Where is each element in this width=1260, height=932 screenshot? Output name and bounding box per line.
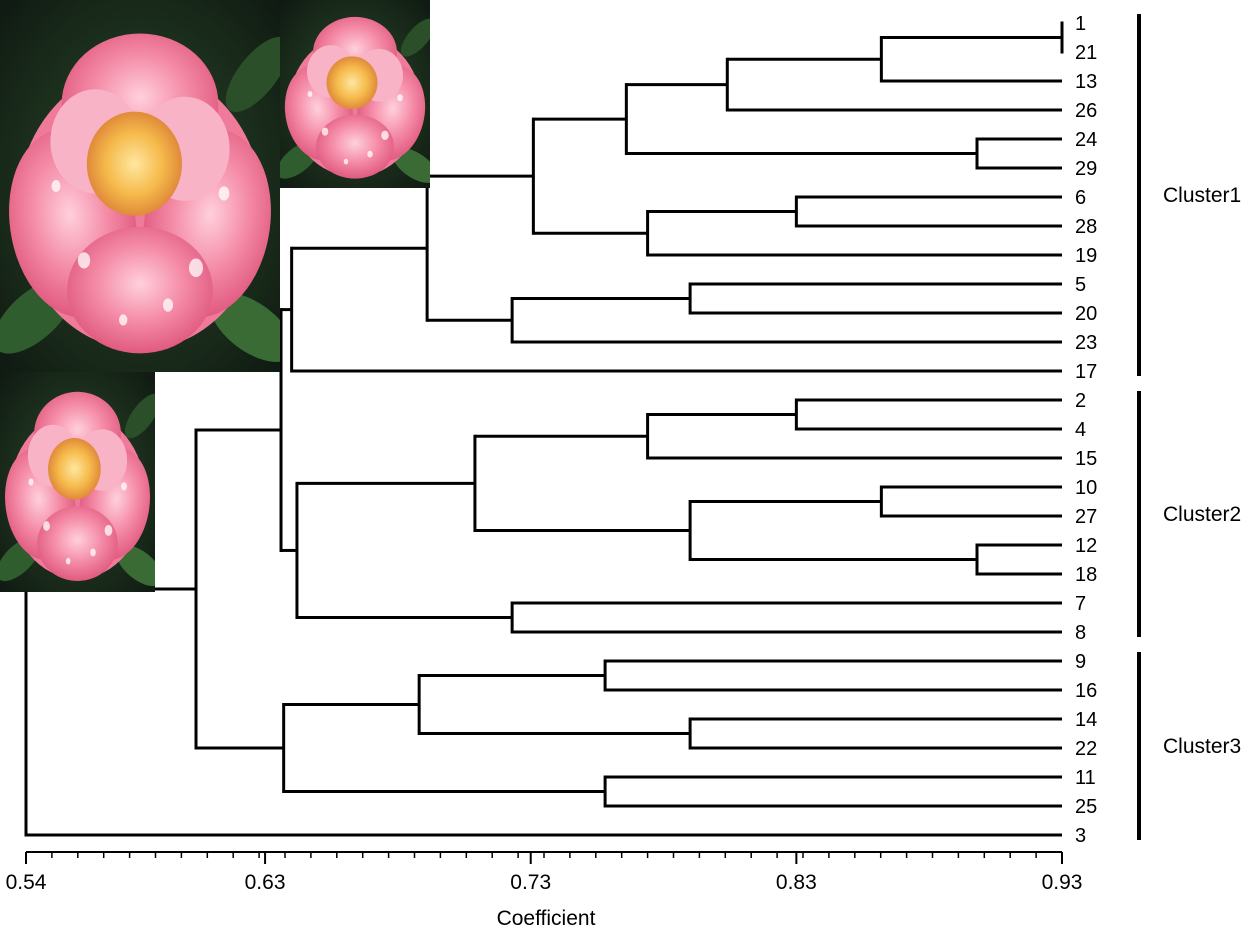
leaf-label-13: 13: [1075, 71, 1097, 93]
leaf-label-15: 15: [1075, 448, 1097, 470]
leaf-label-5: 5: [1075, 274, 1086, 296]
branch-m18: [473, 434, 691, 532]
branch-m24: [417, 674, 691, 735]
leaf-label-16: 16: [1075, 680, 1097, 702]
branch-m23: [688, 717, 1062, 750]
x-tick-label-2: 0.73: [510, 871, 551, 894]
leaf-label-29: 29: [1075, 158, 1097, 180]
branch-m8: [531, 117, 648, 235]
branch-m3: [725, 57, 1062, 112]
branch-m27: [194, 428, 284, 750]
branch-m22: [603, 659, 1062, 692]
x-tick-label-4: 0.93: [1042, 871, 1083, 894]
cluster-label: Cluster3: [1163, 735, 1241, 758]
leaf-label-26: 26: [1075, 100, 1097, 122]
branch-m9: [688, 282, 1062, 315]
leaf-label-14: 14: [1075, 709, 1097, 731]
branch-m28: [24, 587, 1062, 837]
branch-m10: [510, 297, 1062, 344]
cluster-2: Cluster2: [1137, 391, 1241, 637]
cluster-3: Cluster3: [1137, 652, 1241, 840]
leaf-label-3: 3: [1075, 825, 1086, 847]
leaf-label-4: 4: [1075, 419, 1086, 441]
branch-m17: [688, 500, 977, 561]
cluster-1: Cluster1: [1137, 14, 1241, 376]
branch-m14: [646, 413, 1062, 460]
leaf-label-10: 10: [1075, 477, 1097, 499]
x-tick-label-1: 0.63: [245, 871, 286, 894]
branch-m7: [646, 210, 1062, 257]
x-tick-label-0: 0.54: [6, 871, 47, 894]
branch-m12: [290, 246, 1062, 373]
leaf-label-6: 6: [1075, 187, 1086, 209]
branch-m20: [295, 481, 513, 619]
leaf-label-2: 2: [1075, 390, 1086, 412]
leaf-label-17: 17: [1075, 361, 1097, 383]
leaf-label-23: 23: [1075, 332, 1097, 354]
leaf-label-11: 11: [1075, 767, 1096, 789]
leaf-label-8: 8: [1075, 622, 1086, 644]
branch-m6: [794, 195, 1062, 228]
cluster-label: Cluster1: [1163, 184, 1241, 207]
leaf-label-7: 7: [1075, 593, 1086, 615]
branch-m15: [879, 485, 1062, 518]
peony-flower-image-top: [280, 0, 430, 188]
cluster-label: Cluster2: [1163, 503, 1241, 526]
leaf-label-24: 24: [1075, 129, 1097, 151]
leaf-label-1: 1: [1075, 13, 1086, 35]
branch-m5: [624, 83, 977, 155]
x-axis: 0.54 0.63 0.73 0.83 0.93 Coefficient: [6, 851, 1083, 930]
branch-m13: [794, 398, 1062, 431]
branch-m26: [282, 703, 606, 793]
branch-m16: [975, 543, 1062, 576]
leaf-label-28: 28: [1075, 216, 1097, 238]
leaf-label-25: 25: [1075, 796, 1097, 818]
x-tick-label-3: 0.83: [776, 871, 817, 894]
leaf-label-21: 21: [1075, 42, 1097, 64]
leaf-label-18: 18: [1075, 564, 1097, 586]
x-axis-title: Coefficient: [497, 907, 596, 930]
leaf-label-19: 19: [1075, 245, 1097, 267]
leaf-label-20: 20: [1075, 303, 1097, 325]
branch-m21: [279, 308, 297, 552]
leaf-label-9: 9: [1075, 651, 1086, 673]
leaf-label-22: 22: [1075, 738, 1097, 760]
branch-m4: [975, 137, 1062, 170]
peony-flower-image-left: [0, 372, 155, 592]
branch-m2: [879, 36, 1062, 83]
branch-m25: [603, 775, 1062, 808]
leaf-label-12: 12: [1075, 535, 1097, 557]
branch-m19: [510, 601, 1062, 634]
leaf-label-27: 27: [1075, 506, 1097, 528]
peony-flower-image-large: [0, 0, 280, 372]
